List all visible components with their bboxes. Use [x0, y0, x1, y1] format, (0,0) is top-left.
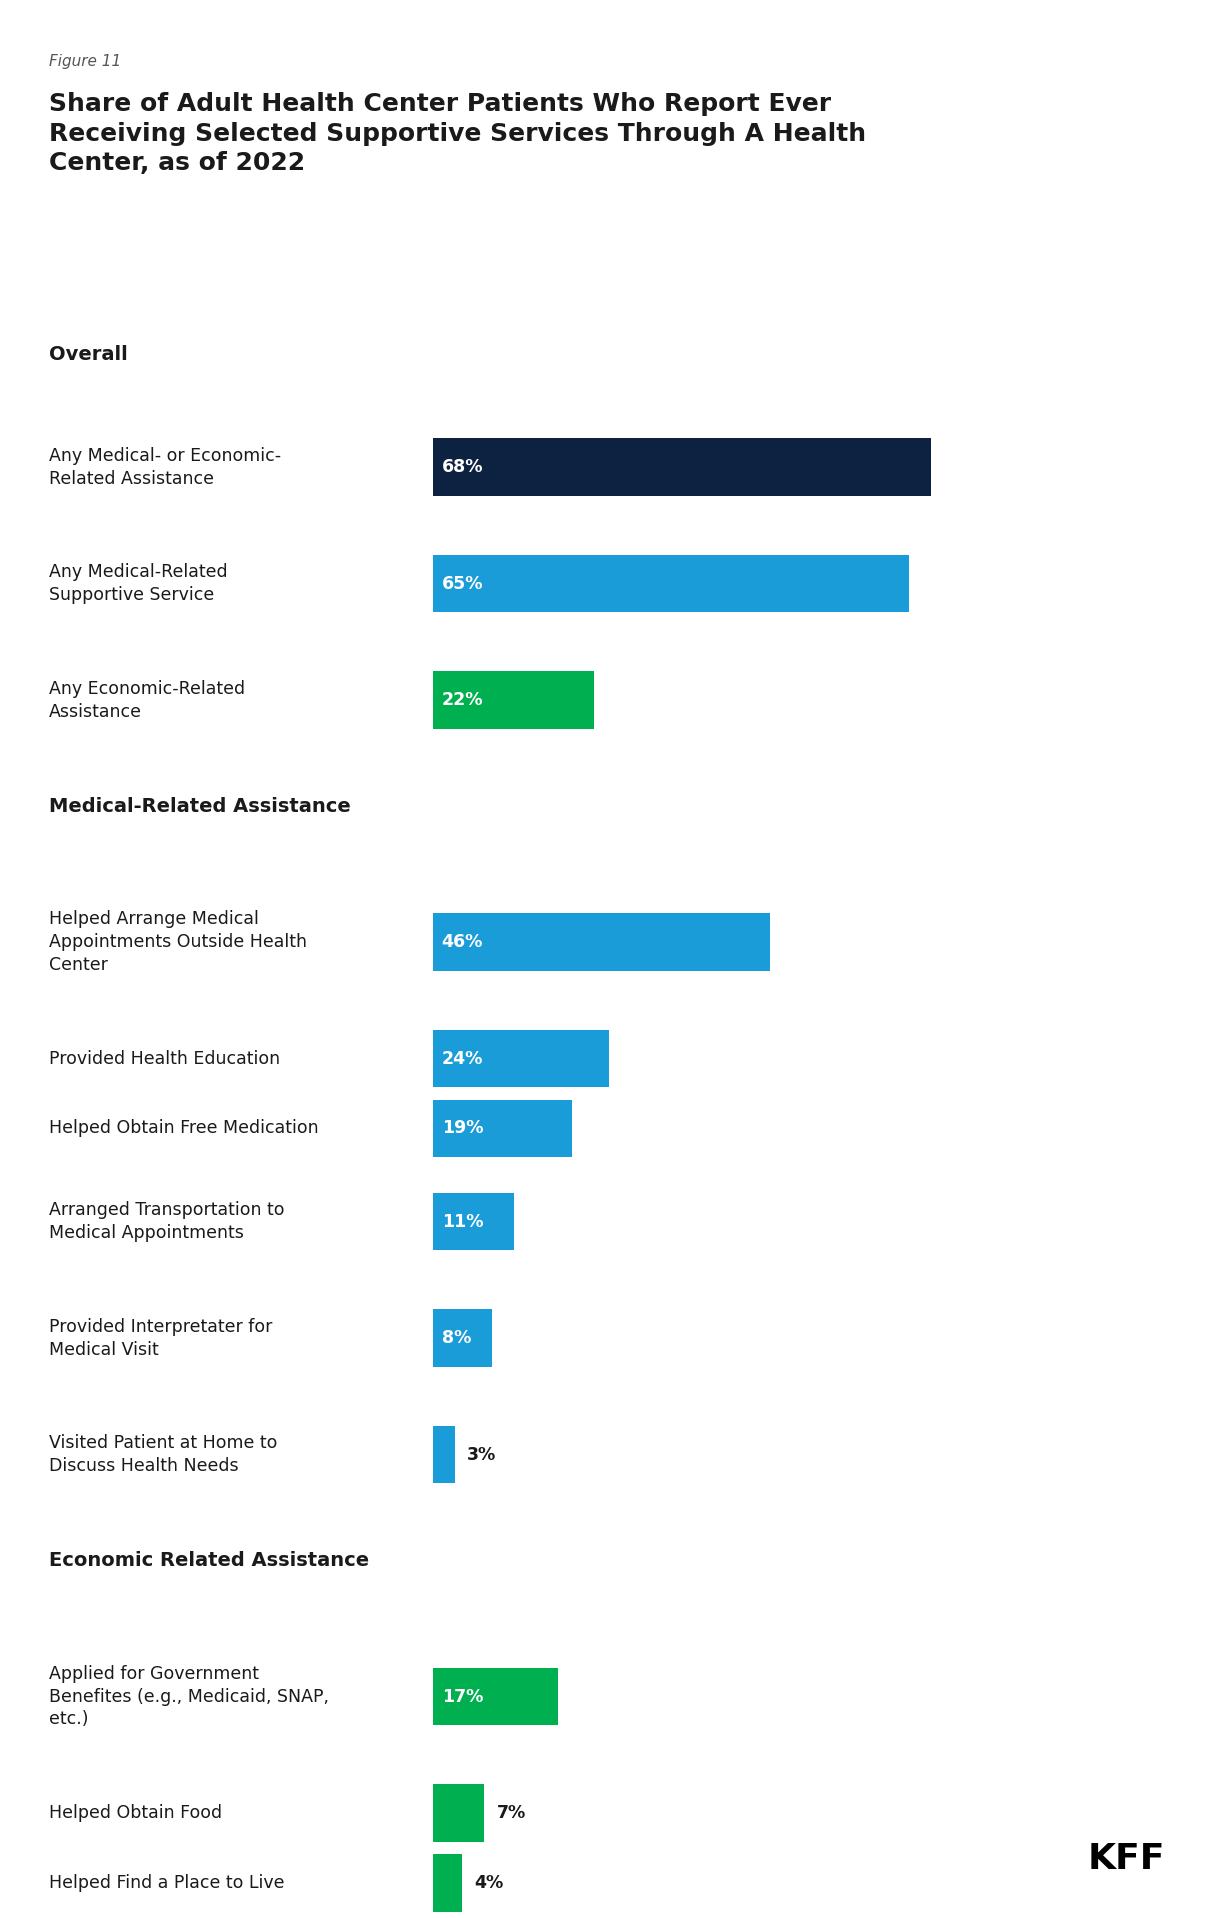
Text: 22%: 22%	[442, 690, 483, 710]
Bar	[433, 671, 594, 729]
Bar	[433, 439, 931, 497]
Text: Any Medical-Related
Supportive Service: Any Medical-Related Supportive Service	[49, 564, 227, 604]
Text: KFF: KFF	[1087, 1841, 1165, 1876]
Bar	[433, 1784, 484, 1841]
Text: 3%: 3%	[467, 1446, 497, 1463]
Text: Helped Obtain Free Medication: Helped Obtain Free Medication	[49, 1120, 318, 1137]
Text: Economic Related Assistance: Economic Related Assistance	[49, 1552, 368, 1571]
Bar	[433, 1310, 492, 1368]
Text: Provided Interpretater for
Medical Visit: Provided Interpretater for Medical Visit	[49, 1318, 272, 1358]
Text: 68%: 68%	[442, 458, 483, 476]
Text: Helped Find a Place to Live: Helped Find a Place to Live	[49, 1874, 284, 1891]
Bar	[433, 554, 909, 612]
Text: Any Economic-Related
Assistance: Any Economic-Related Assistance	[49, 679, 245, 721]
Text: 8%: 8%	[442, 1329, 471, 1346]
Text: 7%: 7%	[497, 1805, 526, 1822]
Text: Share of Adult Health Center Patients Who Report Ever
Receiving Selected Support: Share of Adult Health Center Patients Wh…	[49, 92, 866, 175]
Bar	[433, 1669, 558, 1726]
Text: 4%: 4%	[475, 1874, 504, 1891]
Text: 19%: 19%	[442, 1120, 483, 1137]
Text: Helped Arrange Medical
Appointments Outside Health
Center: Helped Arrange Medical Appointments Outs…	[49, 911, 306, 974]
Bar	[433, 1099, 572, 1157]
Text: 17%: 17%	[442, 1688, 483, 1705]
Text: Applied for Government
Benefites (e.g., Medicaid, SNAP,
etc.): Applied for Government Benefites (e.g., …	[49, 1665, 329, 1728]
Bar	[433, 1193, 514, 1251]
Text: 65%: 65%	[442, 575, 483, 593]
Text: Provided Health Education: Provided Health Education	[49, 1049, 279, 1068]
Text: Overall: Overall	[49, 345, 128, 364]
Text: Figure 11: Figure 11	[49, 54, 121, 69]
Bar	[433, 913, 770, 971]
Text: Visited Patient at Home to
Discuss Health Needs: Visited Patient at Home to Discuss Healt…	[49, 1435, 277, 1475]
Text: 46%: 46%	[442, 934, 483, 951]
Text: Arranged Transportation to
Medical Appointments: Arranged Transportation to Medical Appoi…	[49, 1201, 284, 1243]
Bar	[433, 1855, 462, 1912]
Text: Helped Obtain Food: Helped Obtain Food	[49, 1805, 222, 1822]
Bar	[433, 1030, 609, 1088]
Text: Any Medical- or Economic-
Related Assistance: Any Medical- or Economic- Related Assist…	[49, 447, 281, 487]
Text: Medical-Related Assistance: Medical-Related Assistance	[49, 796, 350, 815]
Bar	[433, 1425, 455, 1483]
Text: 11%: 11%	[442, 1212, 483, 1231]
Text: 24%: 24%	[442, 1049, 483, 1068]
